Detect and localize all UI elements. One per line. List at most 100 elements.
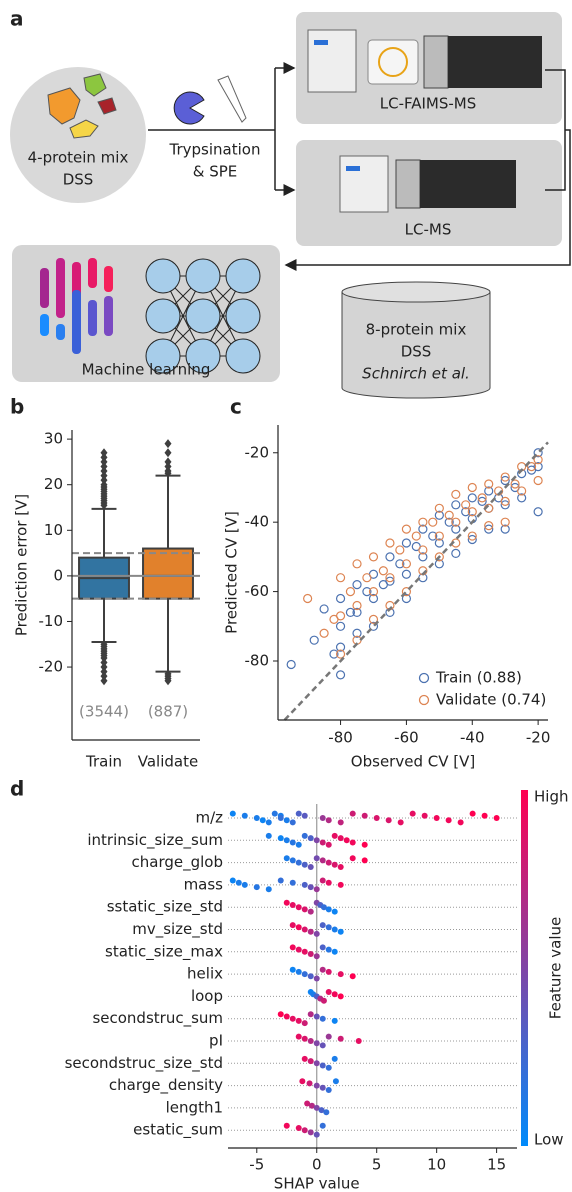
shap-point [313, 930, 320, 937]
shap-point [283, 855, 290, 862]
feature-label: m/z [195, 809, 223, 827]
shap-point [318, 1107, 325, 1114]
shap-point [301, 861, 308, 868]
shap-point [301, 1127, 308, 1134]
point [500, 496, 510, 506]
shap-point [397, 819, 404, 826]
outlier [100, 662, 108, 672]
point [467, 531, 477, 541]
shap-point [319, 857, 326, 864]
shap-point [241, 881, 248, 888]
panel-label: a [10, 7, 24, 31]
sample-label: DSS [63, 171, 94, 189]
arrow [284, 129, 571, 271]
point [434, 531, 444, 541]
point [319, 628, 329, 638]
shap-point [313, 1104, 320, 1111]
point [461, 507, 471, 517]
shap-point [337, 864, 344, 870]
shap-point [306, 1080, 313, 1087]
shap-point [301, 1020, 308, 1027]
outlier [100, 448, 108, 458]
shap-point [319, 922, 326, 929]
point [352, 559, 362, 569]
point [434, 538, 444, 548]
point [378, 566, 388, 576]
point [500, 475, 510, 486]
outlier [164, 676, 172, 686]
point [362, 573, 372, 583]
shap-point [301, 812, 308, 819]
point [335, 649, 346, 659]
shap-point [331, 861, 338, 868]
shap-point [325, 906, 332, 913]
model-label: Machine learning [82, 361, 211, 379]
feature-label: pI [209, 1032, 223, 1050]
point [362, 586, 372, 597]
feature-label: intrinsic_size_sum [87, 831, 223, 850]
shap-point [319, 877, 326, 884]
outlier [100, 461, 108, 471]
colorbar-label: Feature value [547, 917, 565, 1019]
point [385, 576, 395, 586]
shap-point [343, 837, 350, 844]
shap-point [457, 819, 464, 826]
shap-point [295, 841, 302, 848]
point [418, 517, 428, 527]
shap-point [325, 1087, 332, 1093]
shap-point [277, 815, 284, 821]
point [533, 455, 543, 465]
ms-icon [395, 159, 421, 209]
shap-point [283, 1013, 290, 1020]
lc-icon [339, 155, 389, 213]
point [401, 569, 412, 579]
shap-point [289, 819, 296, 826]
x-tick-label: -60 [394, 729, 419, 747]
count-label: (3544) [79, 703, 129, 721]
shap-point [325, 1064, 332, 1071]
point [401, 538, 412, 548]
outlier [100, 658, 108, 667]
shap-point [271, 810, 278, 817]
data-label: 8-protein mix [366, 321, 467, 339]
shap-point [323, 1109, 330, 1116]
shap-point [235, 879, 242, 886]
shap-point [301, 832, 308, 839]
shap-point [469, 810, 476, 817]
ms-icon [420, 160, 516, 208]
shap-point [325, 989, 332, 995]
point [385, 552, 395, 562]
data-label: Schnirch et al. [362, 365, 470, 383]
point [368, 621, 379, 631]
outlier [100, 471, 108, 481]
point [500, 500, 510, 510]
y-tick-label: -20 [39, 658, 64, 676]
shap-point [277, 1011, 284, 1018]
shap-point [265, 832, 272, 839]
point [451, 500, 461, 510]
point [395, 545, 405, 555]
point [345, 607, 356, 618]
point [484, 524, 494, 534]
lc-icon [314, 40, 328, 45]
y-tick-label: -40 [245, 513, 270, 531]
shap-point [289, 922, 296, 929]
point [526, 462, 537, 472]
point [352, 600, 362, 611]
database-cylinder [341, 281, 491, 303]
shap-point [385, 817, 392, 824]
feature-label: secondstruc_size_std [65, 1054, 223, 1073]
x-axis-label: Observed CV [V] [351, 753, 475, 771]
point [467, 507, 477, 517]
legend-label: Train (0.88) [435, 669, 522, 687]
point [418, 545, 428, 555]
shap-point [409, 810, 416, 817]
point [434, 510, 444, 520]
y-tick-label: 0 [53, 566, 63, 584]
point [451, 517, 461, 527]
point [335, 573, 346, 583]
point [428, 531, 438, 541]
faims-icon [378, 47, 408, 77]
point [418, 552, 428, 562]
